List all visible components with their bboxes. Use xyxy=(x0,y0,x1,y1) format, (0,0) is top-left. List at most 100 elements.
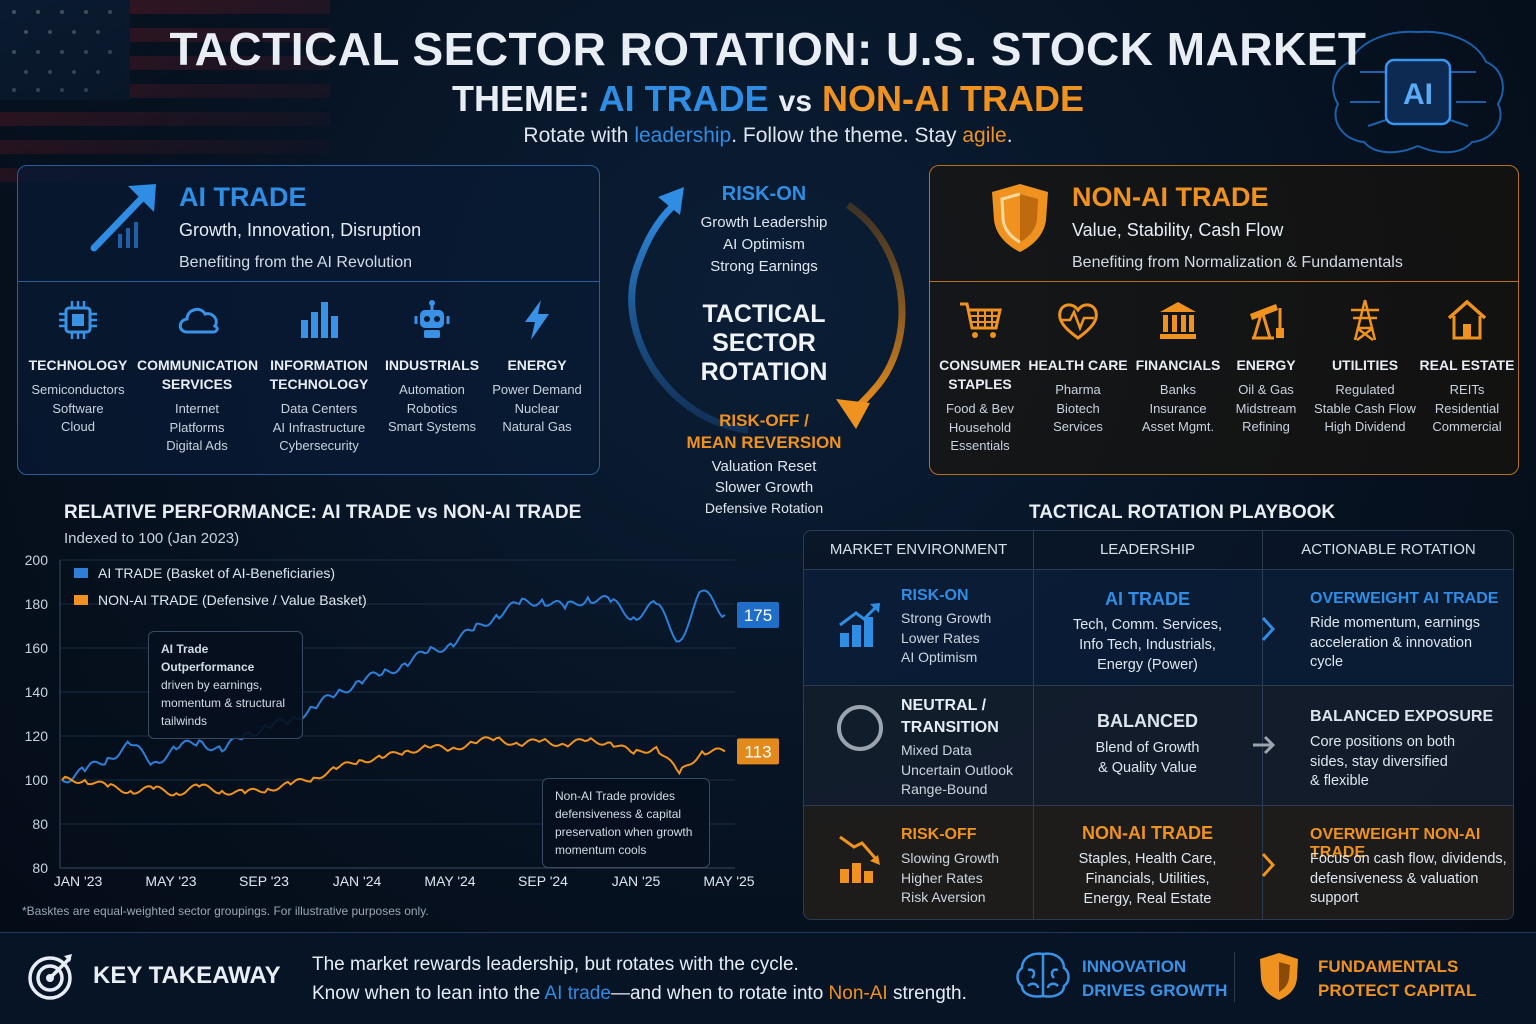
nonai-panel-subtitle2: Benefiting from Normalization & Fundamen… xyxy=(1072,254,1403,271)
y-tick-label: 140 xyxy=(25,684,49,700)
performance-chart: 200 180 160 140 120 100 80 80 JAN '23 MAY '23 SEP … xyxy=(25,552,779,889)
sector-industrials: INDUSTRIALS Automation Robotics Smart Syste… xyxy=(372,298,492,437)
lead-item: Energy (Power) xyxy=(1097,657,1198,673)
sector-items: Food & Bev Household Essentials xyxy=(920,400,1040,456)
sector-items: Internet Platforms Digital Ads xyxy=(137,400,257,456)
env-riskon-items: Strong Growth Lower Rates AI Optimism xyxy=(901,609,991,668)
env-item: AI Optimism xyxy=(901,649,978,665)
sector-item: Stable Cash Flow xyxy=(1314,400,1416,416)
lead-item: Blend of Growth xyxy=(1095,740,1200,756)
shield-icon xyxy=(1256,950,1302,1007)
y-tick-label: 200 xyxy=(25,552,49,568)
x-tick-label: MAY '25 xyxy=(703,873,754,889)
cycle-center-line: TACTICAL xyxy=(702,300,826,328)
tag-line: DRIVES GROWTH xyxy=(1082,981,1228,1000)
ai-badge-text: AI xyxy=(1403,78,1433,111)
env-title-line: TRANSITION xyxy=(901,719,999,736)
tagline: Rotate with leadership. Follow the theme… xyxy=(0,124,1536,148)
sector-item: Commercial xyxy=(1432,419,1502,434)
row-bg-neutral xyxy=(804,685,1513,805)
sector-items: Pharma Biotech Services xyxy=(1018,381,1138,437)
ai-panel-subtitle2: Benefiting from the AI Revolution xyxy=(179,254,413,271)
sector-item: Power Demand xyxy=(492,382,582,397)
action-item: Ride momentum, earnings xyxy=(1310,615,1481,631)
sector-name: REAL ESTATE xyxy=(1407,356,1527,375)
annotation-line: defensiveness & capital xyxy=(555,807,682,821)
brain-icon xyxy=(1014,950,1072,1005)
row-bg-riskoff xyxy=(804,805,1513,919)
chart-title: RELATIVE PERFORMANCE: AI TRADE vs NON-AI… xyxy=(64,502,582,523)
sector-item: Robotics xyxy=(406,400,458,416)
sector-item: Biotech xyxy=(1056,400,1100,416)
sector-items: Regulated Stable Cash Flow High Dividend xyxy=(1305,381,1425,437)
sector-item: Banks xyxy=(1159,382,1197,397)
cycle-center-line: SECTOR xyxy=(712,329,816,357)
shield-icon xyxy=(988,180,1052,259)
nonai-panel-subtitle: Value, Stability, Cash Flow xyxy=(1072,220,1284,240)
annotation-line: tailwinds xyxy=(161,714,208,728)
sector-items: Semiconductors Software Cloud xyxy=(18,381,138,437)
subtitle-ai: AI TRADE xyxy=(598,78,769,119)
legend-swatch xyxy=(74,568,88,578)
env-item: Slowing Growth xyxy=(901,850,1000,866)
sector-item: Oil & Gas xyxy=(1238,382,1294,397)
riskoff-title-line: MEAN REVERSION xyxy=(686,433,842,452)
sector-utilities: UTILITIES Regulated Stable Cash Flow High D… xyxy=(1305,298,1425,437)
action-item: cycle xyxy=(1310,654,1344,670)
y-tick-label: 80 xyxy=(32,860,48,876)
env-neutral-items: Mixed Data Uncertain Outlook Range-Bound xyxy=(901,741,1013,800)
sector-item: Software xyxy=(52,400,104,416)
sector-items: Oil & Gas Midstream Refining xyxy=(1206,381,1326,437)
takeaway-line: The market rewards leadership, but rotat… xyxy=(312,954,799,975)
riskoff-item: Defensive Rotation xyxy=(704,500,824,516)
sector-item: Household xyxy=(948,419,1012,435)
lead-nonai: NON-AI TRADE xyxy=(1082,823,1213,843)
annotation-line: driven by earnings, xyxy=(161,678,263,692)
annotation-ai: AI Trade Outperformance driven by earnin… xyxy=(148,631,303,739)
sector-name-line: TECHNOLOGY xyxy=(28,357,128,373)
takeaway-part: —and when to rotate into xyxy=(610,983,824,1004)
sector-item: Pharma xyxy=(1055,382,1101,397)
bank-icon xyxy=(1118,298,1238,342)
sector-item: Natural Gas xyxy=(502,419,572,434)
lightning-icon xyxy=(477,298,597,342)
divider xyxy=(1234,952,1235,1002)
sector-name: FINANCIALS xyxy=(1118,356,1238,375)
sector-item: Internet xyxy=(174,401,220,416)
page-subtitle: THEME: AI TRADE vs NON-AI TRADE xyxy=(0,78,1536,120)
sector-item: Asset Mgmt. xyxy=(1141,419,1215,434)
tag-line: INNOVATION xyxy=(1082,957,1187,976)
legend-label: NON-AI TRADE (Defensive / Value Basket) xyxy=(98,592,367,608)
x-tick-label: SEP '23 xyxy=(239,873,289,889)
power-tower-icon xyxy=(1305,298,1425,342)
playbook-title: TACTICAL ROTATION PLAYBOOK xyxy=(1029,502,1336,523)
lead-ai: AI TRADE xyxy=(1105,589,1190,609)
sector-name: ENERGY xyxy=(1206,356,1326,375)
annotation-line: momentum & structural xyxy=(161,696,286,710)
lead-item: & Quality Value xyxy=(1098,760,1197,776)
sector-item: Cybersecurity xyxy=(279,438,359,453)
cart-icon xyxy=(920,298,1040,342)
cycle-center-line: ROTATION xyxy=(700,358,828,386)
chevron-right-icon xyxy=(1258,851,1278,884)
divider xyxy=(804,805,1513,806)
sector-item: High Dividend xyxy=(1324,419,1406,434)
ai-panel-subtitle: Growth, Innovation, Disruption xyxy=(179,220,422,240)
y-tick-label: 180 xyxy=(25,596,49,612)
sector-item: Digital Ads xyxy=(166,438,228,453)
lead-nonai-items: Staples, Health Care, Financials, Utilit… xyxy=(1033,849,1262,909)
riskoff-title-line: RISK-OFF / xyxy=(719,411,809,430)
subtitle-nonai: NON-AI TRADE xyxy=(822,78,1085,119)
sector-item: REITs xyxy=(1449,382,1485,397)
tag-line: PROTECT CAPITAL xyxy=(1318,981,1477,1000)
riskon-item: Growth Leadership xyxy=(700,214,828,231)
header-actionable-rotation: ACTIONABLE ROTATION xyxy=(1301,541,1476,558)
annotation-nonai: Non-AI Trade provides defensiveness & ca… xyxy=(542,778,710,868)
tag-innovation: INNOVATION DRIVES GROWTH xyxy=(1082,955,1227,1003)
sector-name: TECHNOLOGY xyxy=(18,356,138,375)
page-title: TACTICAL SECTOR ROTATION: U.S. STOCK MAR… xyxy=(169,23,1367,75)
end-value-badge xyxy=(737,602,779,628)
action-balanced: BALANCED EXPOSURE xyxy=(1310,708,1494,725)
sector-health-care: HEALTH CARE Pharma Biotech Services xyxy=(1018,298,1138,437)
action-item: acceleration & innovation xyxy=(1310,634,1473,651)
